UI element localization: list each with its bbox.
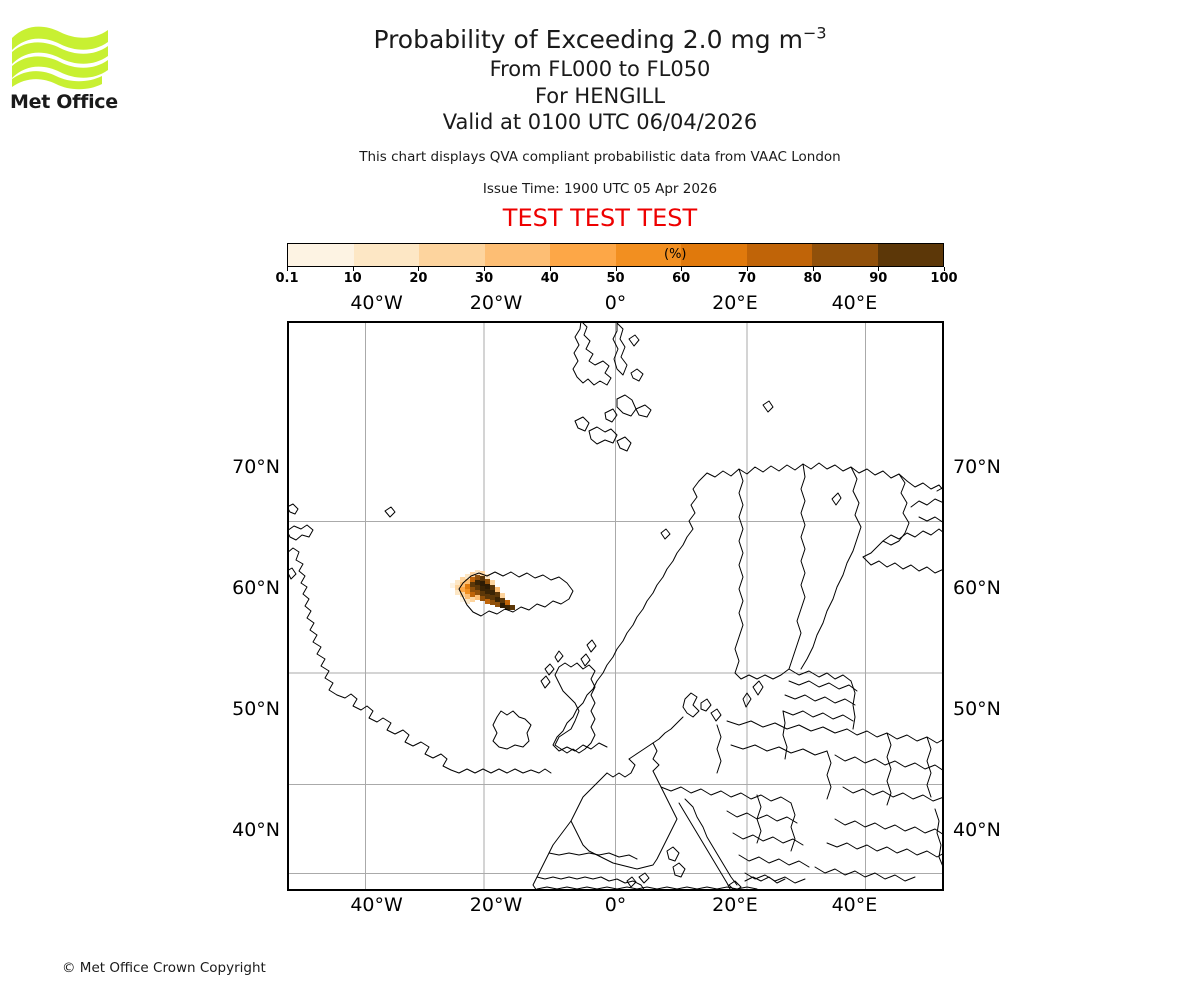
colorbar-tick-label-80: 80	[803, 271, 822, 286]
coastlines-and-borders	[287, 321, 944, 891]
ash-concentration-map[interactable]	[287, 321, 944, 891]
probability-colorbar: 0.1 10 20 30 40 50 60 70 80 90 100	[275, 243, 958, 286]
page-title-exponent: −3	[802, 23, 827, 43]
colorbar-band-9	[877, 244, 943, 266]
lon-label-top-40: 40°E	[831, 292, 878, 314]
colorbar-band-5	[615, 244, 681, 266]
colorbar-tick-80	[812, 267, 814, 271]
colorbar-tick-100	[944, 267, 945, 271]
colorbar-tick-30	[484, 267, 486, 271]
lat-label-left-70: 70°N	[232, 455, 280, 478]
flight-level-subtitle: From FL000 to FL050	[489, 57, 711, 81]
colorbar-tick-70	[746, 267, 748, 271]
colorbar-bands	[287, 243, 944, 267]
ash-plume-overlay	[450, 570, 515, 610]
colorbar-band-8	[812, 244, 878, 266]
lon-label-bottom-20: 20°E	[712, 894, 758, 916]
colorbar-tick-label-90: 90	[869, 271, 888, 286]
colorbar-tick-label-70: 70	[737, 271, 756, 286]
lat-label-left-60: 60°N	[232, 576, 280, 599]
lat-label-left-40: 40°N	[232, 819, 280, 842]
volcano-subtitle: For HENGILL	[534, 83, 666, 108]
lon-label-bottom-40: 40°E	[831, 894, 878, 916]
colorbar-tick-20	[418, 267, 420, 271]
colorbar-band-7	[746, 244, 812, 266]
chart-header: Probability of Exceeding 2.0 mg m−3 From…	[120, 24, 1080, 233]
colorbar-tick-label-10: 10	[343, 271, 362, 286]
colorbar-tick-label-20: 20	[409, 271, 428, 286]
colorbar-tick-label-60: 60	[672, 271, 691, 286]
lat-label-right-50: 50°N	[953, 698, 1001, 721]
lon-label-top--20: 20°W	[469, 292, 523, 314]
lat-label-right-40: 40°N	[953, 819, 1001, 842]
copyright-notice: © Met Office Crown Copyright	[62, 960, 266, 976]
colorbar-band-4	[550, 244, 616, 266]
colorbar-band-3	[484, 244, 550, 266]
colorbar-tick-90	[878, 267, 880, 271]
lon-label-top-20: 20°E	[712, 292, 758, 314]
lon-label-bottom--40: 40°W	[350, 894, 403, 916]
test-banner: TEST TEST TEST	[502, 203, 698, 232]
colorbar-ticks: 0.1 10 20 30 40 50 60 70 80 90 100	[275, 267, 958, 287]
page-title-text: Probability of Exceeding 2.0 mg m	[373, 25, 803, 54]
lon-label-bottom--20: 20°W	[469, 894, 523, 916]
colorbar-tick-label-0.1: 0.1	[275, 271, 299, 286]
lat-label-left-50: 50°N	[232, 698, 280, 721]
lon-label-top--40: 40°W	[350, 292, 403, 314]
colorbar-tick-10	[352, 267, 354, 271]
qva-note: This chart displays QVA compliant probab…	[359, 148, 841, 165]
colorbar-tick-50	[615, 267, 617, 271]
colorbar-tick-label-50: 50	[606, 271, 625, 286]
colorbar-unit-label: (%)	[664, 247, 687, 262]
colorbar-tick-0.1	[287, 267, 288, 271]
page-title: Probability of Exceeding 2.0 mg m−3	[120, 24, 1080, 56]
map-gridlines	[287, 321, 944, 891]
met-office-logo-text: Met Office	[10, 91, 118, 113]
lon-label-bottom-0: 0°	[604, 894, 627, 916]
colorbar-tick-label-40: 40	[540, 271, 559, 286]
met-office-logo: Met Office	[10, 22, 120, 114]
lat-label-right-60: 60°N	[953, 576, 1001, 599]
colorbar-band-0	[288, 244, 354, 266]
colorbar-band-1	[353, 244, 419, 266]
colorbar-tick-60	[681, 267, 683, 271]
colorbar-band-6	[681, 244, 747, 266]
map-canvas	[287, 321, 944, 891]
valid-time-subtitle: Valid at 0100 UTC 06/04/2026	[442, 110, 758, 134]
lon-label-top-0: 0°	[604, 292, 627, 314]
colorbar-tick-label-30: 30	[475, 271, 494, 286]
met-office-wave-icon	[12, 26, 108, 90]
issue-time: Issue Time: 1900 UTC 05 Apr 2026	[482, 180, 718, 197]
lat-label-right-70: 70°N	[953, 455, 1001, 478]
colorbar-tick-label-100: 100	[930, 271, 958, 286]
colorbar-band-2	[419, 244, 485, 266]
colorbar-tick-40	[549, 267, 551, 271]
